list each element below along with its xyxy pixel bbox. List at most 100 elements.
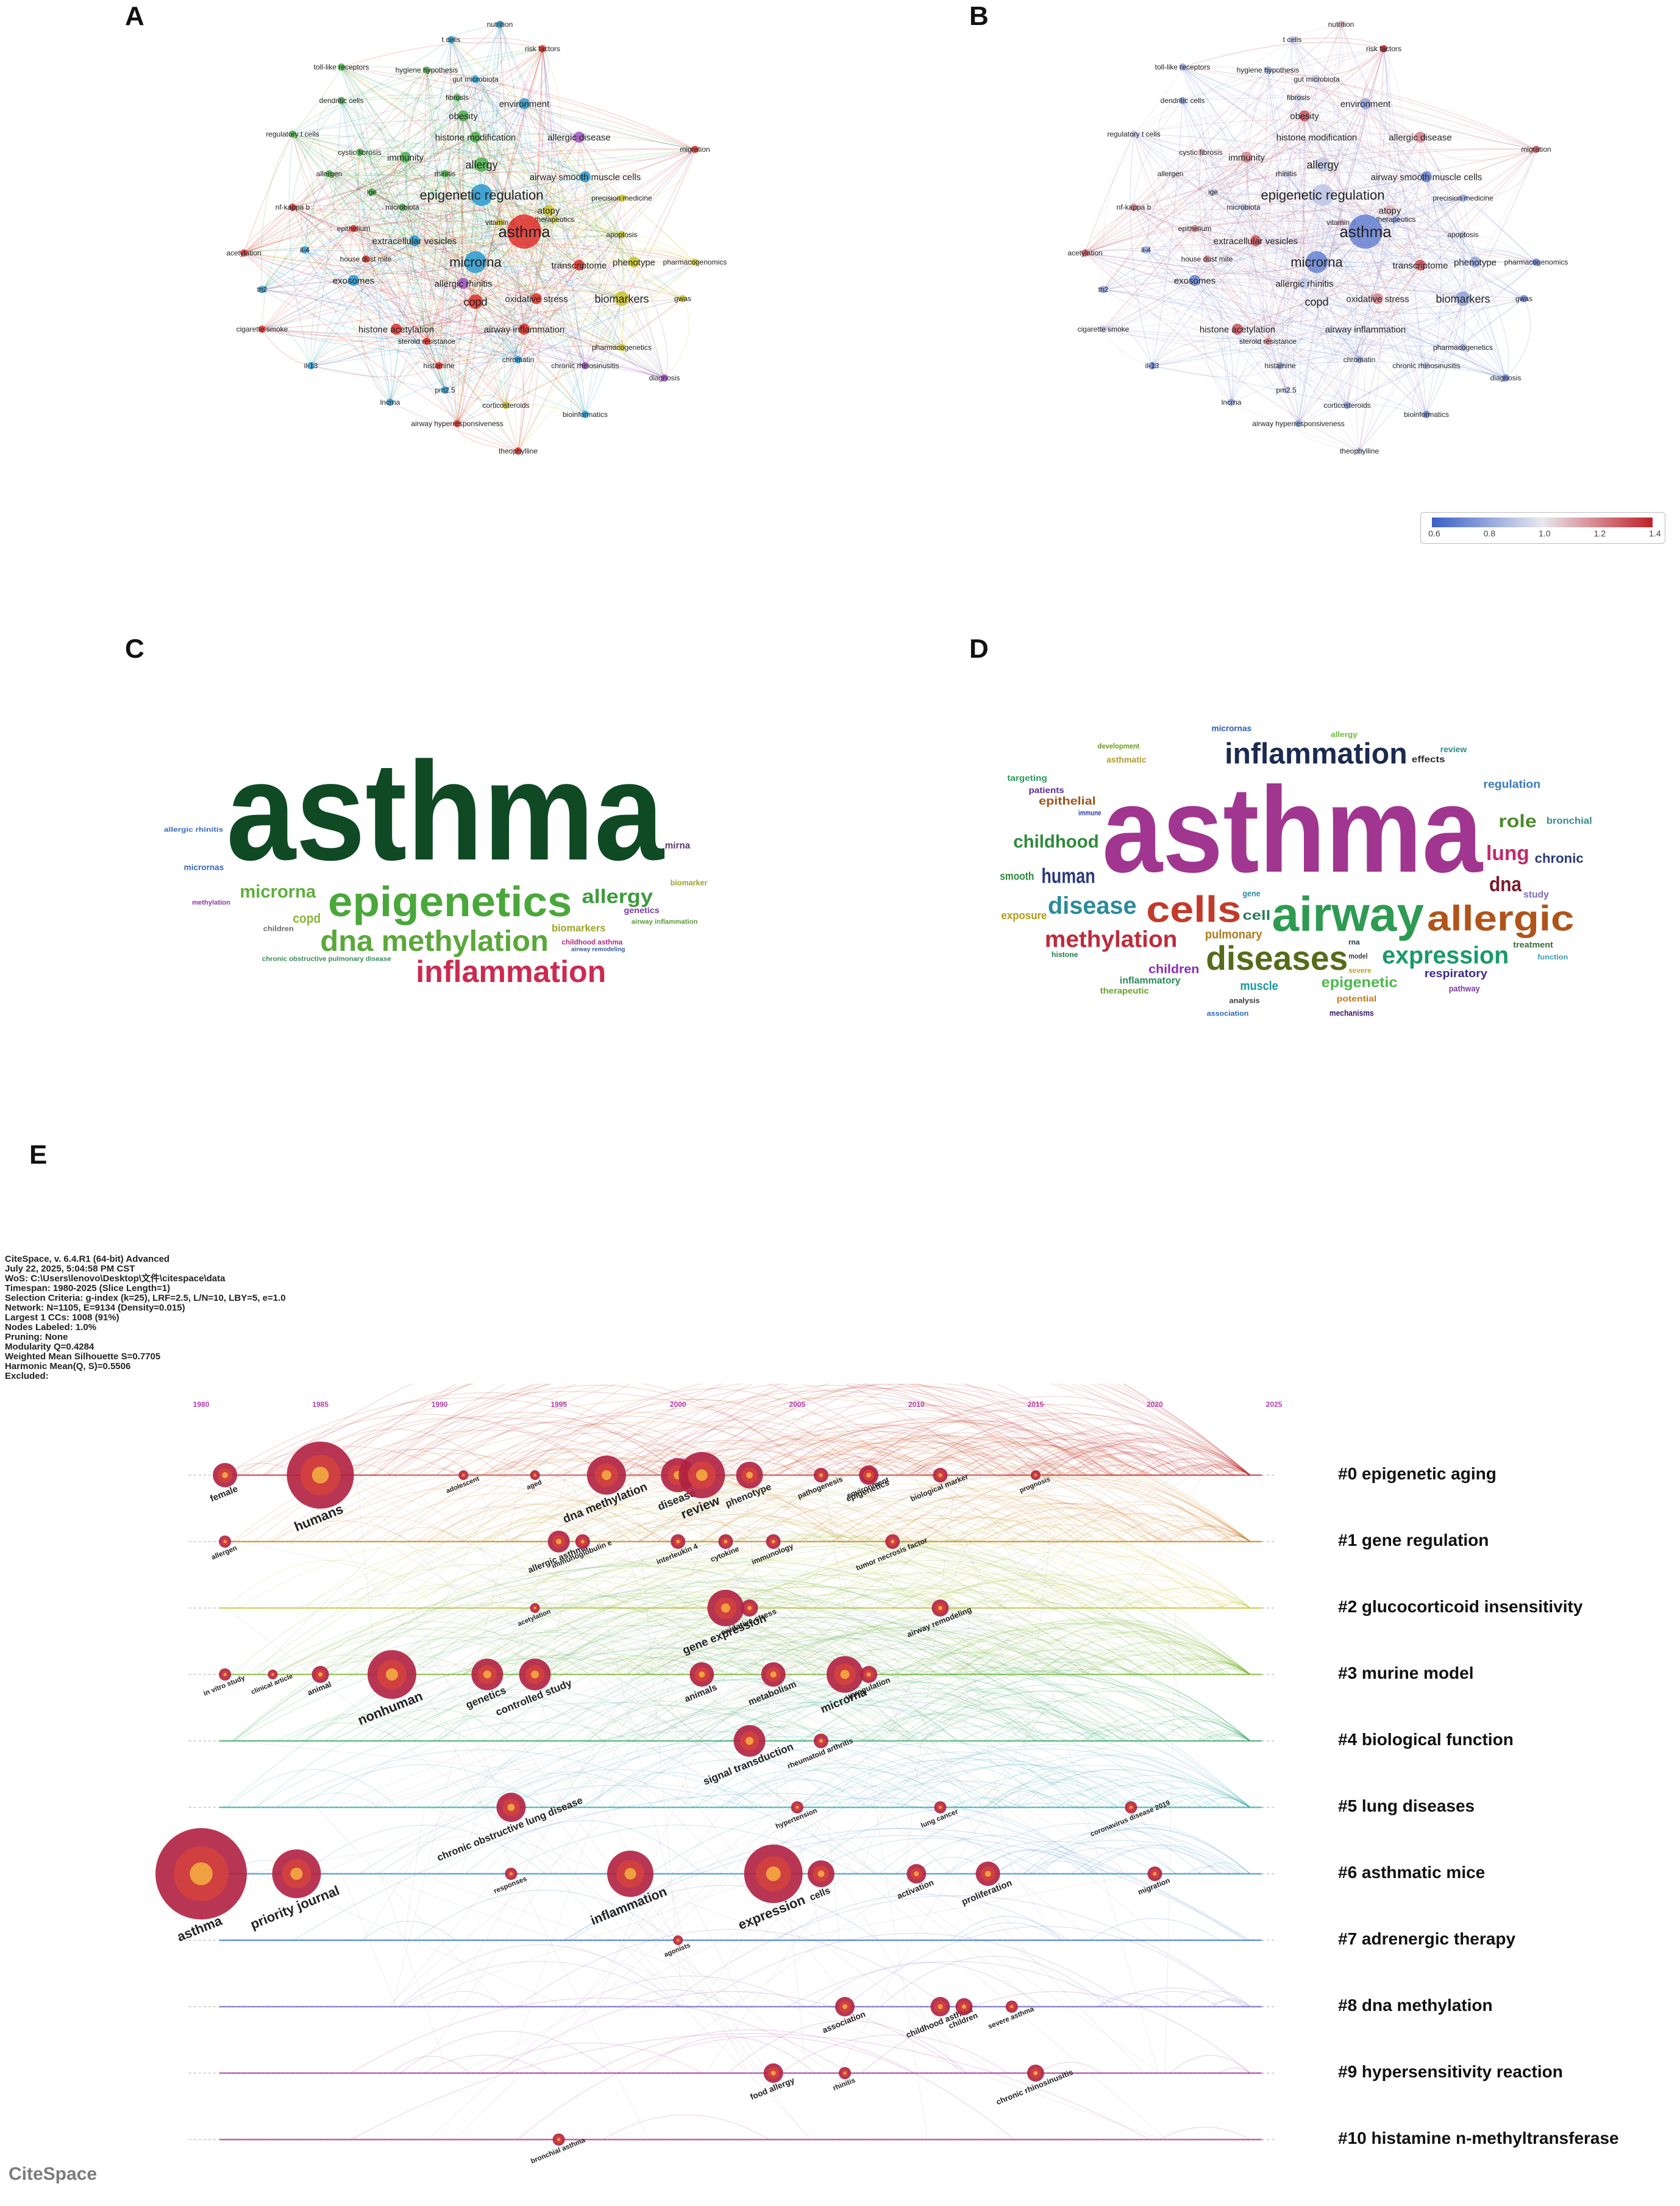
- network-b-node: [1421, 171, 1432, 182]
- cloud-d-word: patients: [1029, 785, 1064, 795]
- timeline-node: food allergy: [749, 2063, 796, 2102]
- cloud-d-word: expression: [1382, 942, 1509, 969]
- network-a-node: [628, 257, 639, 268]
- timeline-node: hypertension: [775, 1801, 818, 1831]
- network-b-node: [1299, 278, 1310, 289]
- network-a-node: [691, 258, 699, 266]
- network-a-node-label: extracellular vesicles: [372, 236, 457, 246]
- network-b-node: [1423, 411, 1430, 418]
- network-a-node: [326, 170, 333, 177]
- cloud-d-word: review: [1440, 744, 1467, 754]
- cloud-d-word: immune: [1078, 809, 1102, 817]
- cloud-c-word: airway inflammation: [632, 919, 698, 926]
- network-a-node: [514, 356, 522, 363]
- network-b-node-label: hygiene hypothesis: [1237, 66, 1300, 74]
- timeline-node: chronic rhinosinusitis: [995, 2065, 1074, 2107]
- network-b-node: [1532, 146, 1540, 153]
- network-b-node-label: biomarkers: [1436, 293, 1490, 305]
- cloud-d-word: exposure: [1002, 909, 1047, 922]
- network-b-node-label: theophylline: [1340, 447, 1379, 455]
- network-a-node: [301, 246, 308, 254]
- network-a-node-label: airway inflammation: [484, 324, 565, 335]
- cloud-d-word: treatment: [1513, 939, 1553, 949]
- network-a-node: [574, 132, 585, 143]
- cloud-c-word: dna methylation: [320, 925, 548, 958]
- cloud-d-word: human: [1041, 865, 1095, 888]
- cloud-c-word: asthma: [226, 733, 664, 889]
- network-b-node: [1203, 255, 1211, 263]
- panel-letter-e: E: [29, 1140, 48, 1170]
- network-a-node-label: pharmacogenomics: [663, 258, 727, 266]
- cloud-d-word: dna: [1489, 873, 1522, 896]
- cloud-d-word: smooth: [1000, 870, 1034, 883]
- network-a-node-label: environment: [499, 99, 550, 109]
- info-line: Modularity Q=0.4284: [5, 1342, 94, 1352]
- timeline-node: bronchial asthma: [530, 2133, 586, 2165]
- network-b-node-label: diagnosis: [1490, 374, 1522, 382]
- cluster-label: #2 glucocorticoid insensitivity: [1338, 1597, 1583, 1616]
- network-a-node: [348, 275, 359, 286]
- network-b-node-label: gut microbiota: [1294, 75, 1340, 84]
- network-b-node: [1283, 170, 1290, 177]
- colorbar-tick-label: 1.2: [1593, 528, 1606, 538]
- cloud-d-word: epigenetic: [1322, 974, 1398, 991]
- network-b-node-label: nutrition: [1328, 20, 1354, 29]
- network-b-node-label: histone acetylation: [1200, 324, 1275, 335]
- network-b-node-label: gwas: [1515, 294, 1532, 303]
- info-line: Selection Criteria: g-index (k=25), LRF=…: [5, 1293, 286, 1303]
- timeline-year-label: 1990: [432, 1400, 448, 1409]
- timeline-node: cells: [807, 1860, 835, 1903]
- network-a-node-label: dendritic cells: [319, 96, 364, 105]
- network-a-node: [289, 204, 296, 211]
- timeline-node-label: cells: [808, 1885, 832, 1903]
- network-a-node: [409, 235, 420, 246]
- cloud-d-word: pathway: [1449, 983, 1480, 993]
- cloud-d-word: inflammation: [1225, 738, 1408, 770]
- info-line: Nodes Labeled: 1.0%: [5, 1322, 97, 1332]
- timeline-node: in vitro study: [202, 1668, 246, 1698]
- network-b-node: [1100, 326, 1107, 333]
- network-b-node: [1240, 204, 1247, 211]
- cloud-c-word: children: [263, 924, 294, 933]
- cloud-d-word: cells: [1146, 889, 1241, 930]
- network-b-node: [1264, 338, 1272, 345]
- cloud-c-word: genetics: [624, 905, 660, 915]
- network-b-node-label: vitamin d: [1326, 218, 1356, 227]
- network-a-node-label: epigenetic regulation: [419, 188, 543, 203]
- network-a-node-label: atopy: [538, 205, 560, 216]
- timeline-node: responses: [493, 1868, 528, 1895]
- network-b-node: [1276, 362, 1284, 369]
- network-b-node: [1384, 205, 1395, 216]
- network-b-node: [1356, 356, 1363, 363]
- network-a-node: [580, 171, 591, 182]
- cluster-label: #1 gene regulation: [1338, 1531, 1489, 1550]
- network-a-node: [338, 63, 345, 71]
- network-a-node-label: migration: [680, 145, 710, 154]
- network-b-node: [1311, 132, 1322, 143]
- network-a-node: [447, 36, 455, 43]
- network-a-node: [661, 374, 668, 382]
- network-a-node: [543, 205, 554, 216]
- timeline-node: inflammation: [588, 1851, 669, 1928]
- network-a-node: [679, 295, 686, 302]
- network-b-node: [1459, 231, 1467, 238]
- cloud-d-word: effects: [1412, 755, 1445, 765]
- network-b-node: [1312, 184, 1334, 206]
- network-a-node-label: hygiene hypothesis: [396, 66, 458, 74]
- network-b-node-label: epigenetic regulation: [1261, 188, 1384, 203]
- network-b-node-label: risk factors: [1366, 44, 1401, 53]
- network-a-node-label: allergic rhinitis: [434, 279, 492, 289]
- network-a-node: [289, 130, 296, 138]
- network-a-node-label: ige: [367, 188, 377, 196]
- network-a-node-label: therapeutics: [535, 215, 574, 224]
- timeline-node: severe asthma: [987, 2001, 1036, 2030]
- network-a-node-label: theophylline: [499, 447, 538, 455]
- network-a-node: [391, 324, 402, 335]
- cloud-c-word: micrornas: [184, 862, 224, 872]
- keyword-timeline-view: 1980 1985 1990 1995 2000 2005 2010 2015 2020 2025…: [155, 1384, 1283, 2165]
- network-b-node: [1360, 98, 1371, 109]
- network-a-node: [454, 94, 461, 101]
- network-b-node: [1348, 215, 1383, 249]
- network-a-node-label: histone acetylation: [358, 324, 434, 335]
